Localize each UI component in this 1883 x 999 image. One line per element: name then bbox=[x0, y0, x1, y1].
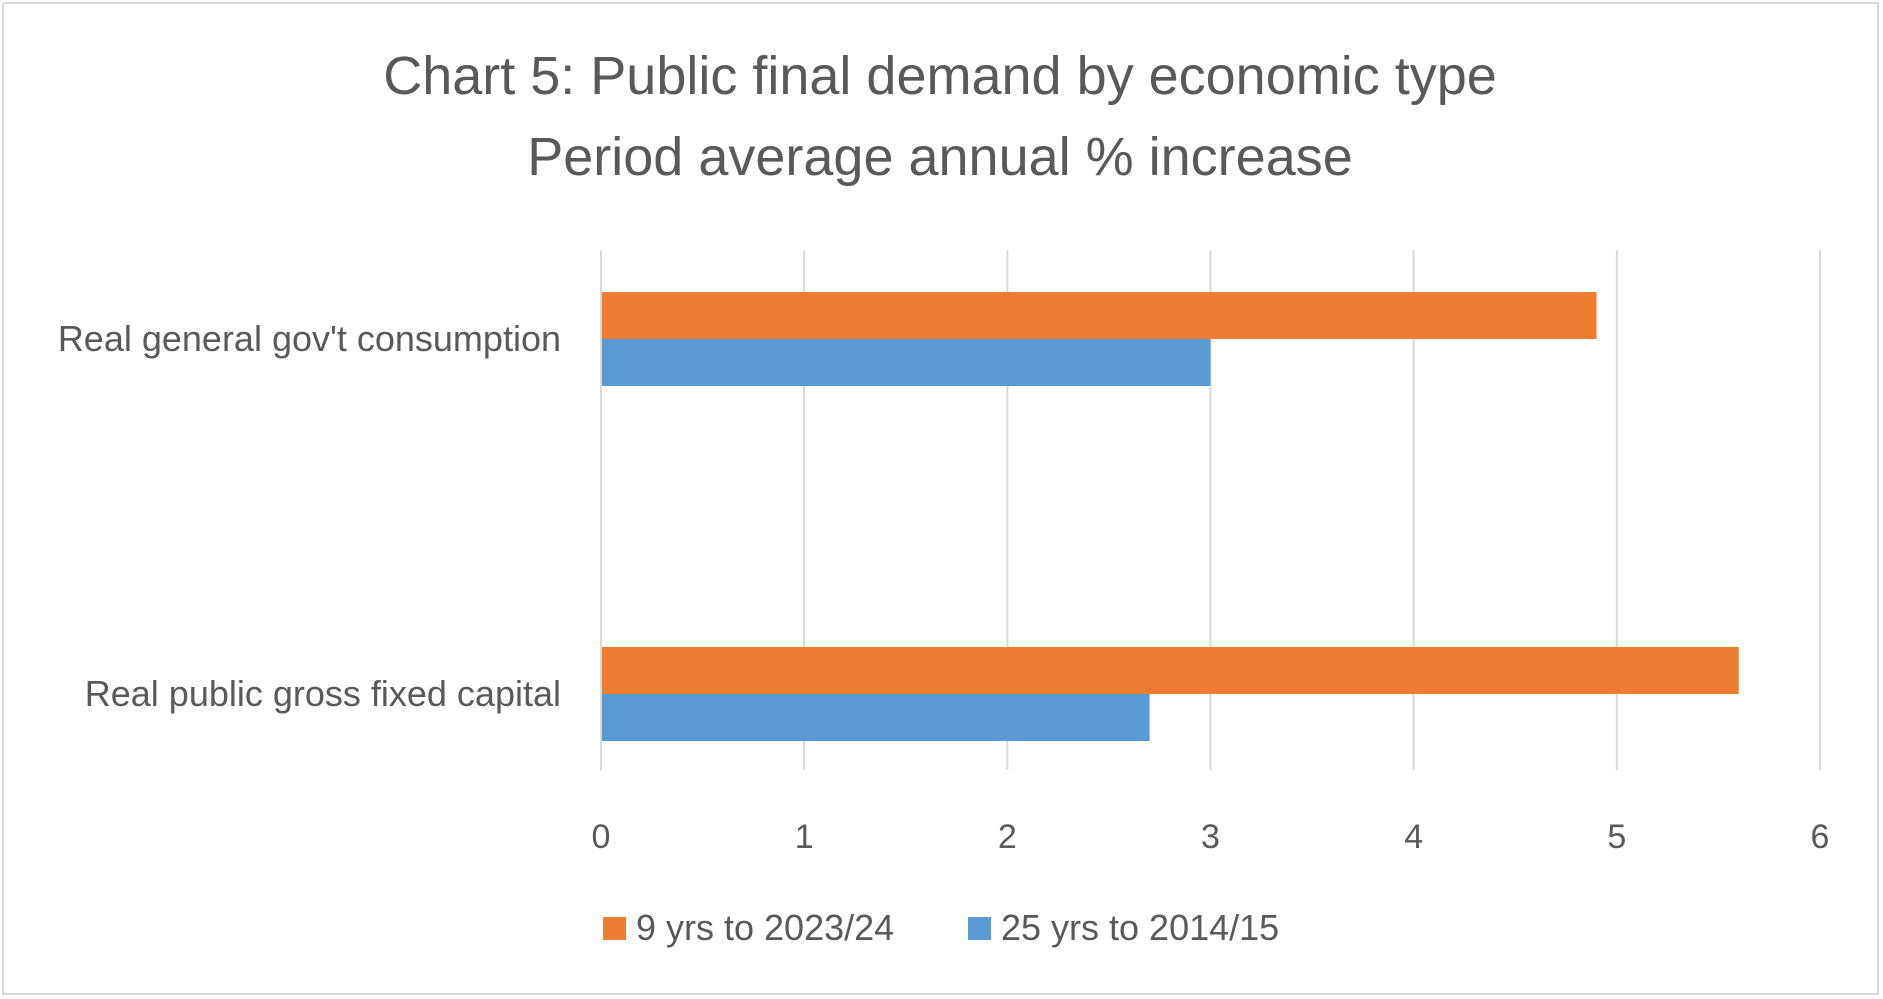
chart-title-line-2: Period average annual % increase bbox=[527, 127, 1353, 187]
legend-swatch-9-yrs bbox=[603, 917, 626, 940]
bar-govt-consumption-series-1 bbox=[601, 292, 1597, 339]
legend-swatch-25-yrs bbox=[968, 917, 991, 940]
chart-title-line-1: Chart 5: Public final demand by economic… bbox=[383, 46, 1497, 106]
x-tick-label-3: 3 bbox=[1201, 818, 1220, 856]
x-tick-label-6: 6 bbox=[1811, 818, 1830, 856]
bar-gross-fixed-capital-series-1 bbox=[601, 647, 1739, 694]
x-tick-label-1: 1 bbox=[795, 818, 814, 856]
legend: 9 yrs to 2023/24 25 yrs to 2014/15 bbox=[603, 907, 1279, 948]
x-tick-label-5: 5 bbox=[1607, 818, 1626, 856]
bar-gross-fixed-capital-series-2 bbox=[601, 694, 1150, 741]
bar-govt-consumption-series-2 bbox=[601, 339, 1211, 386]
x-tick-label-2: 2 bbox=[998, 818, 1017, 856]
x-tick-label-4: 4 bbox=[1404, 818, 1423, 856]
chart-title: Chart 5: Public final demand by economic… bbox=[383, 46, 1497, 187]
category-label-real-general-govt-consumption: Real general gov't consumption bbox=[58, 318, 561, 359]
x-tick-label-0: 0 bbox=[592, 818, 611, 856]
category-labels: Real general gov't consumption Real publ… bbox=[58, 318, 561, 714]
category-label-real-public-gross-fixed-capital: Real public gross fixed capital bbox=[85, 673, 561, 714]
bars bbox=[601, 292, 1739, 741]
x-axis-tick-labels: 0 1 2 3 4 5 6 bbox=[592, 818, 1830, 856]
legend-label-9-yrs: 9 yrs to 2023/24 bbox=[636, 907, 894, 948]
legend-label-25-yrs: 25 yrs to 2014/15 bbox=[1001, 907, 1279, 948]
